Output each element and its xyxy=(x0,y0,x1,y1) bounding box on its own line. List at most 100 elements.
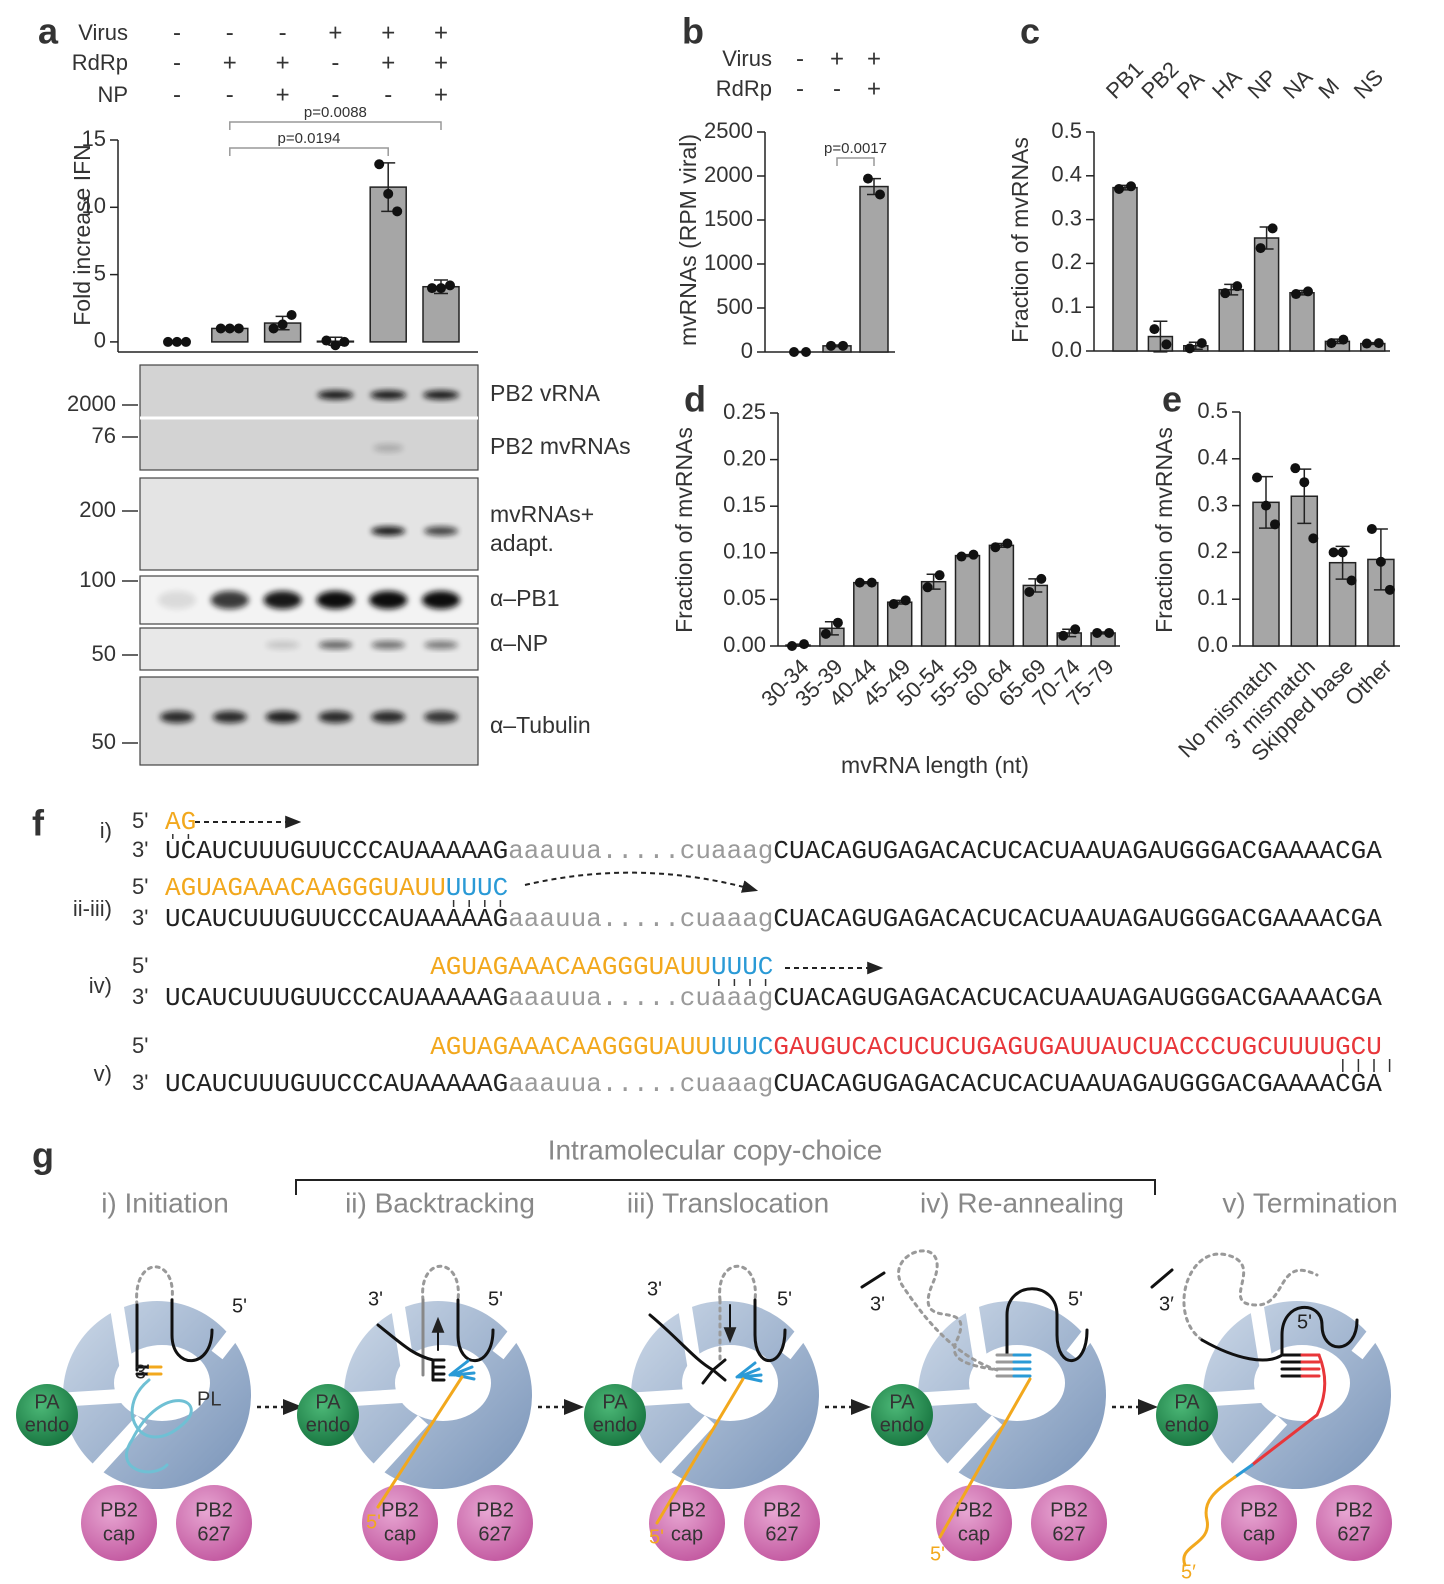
data-point xyxy=(968,549,979,560)
blot-band xyxy=(318,711,353,723)
pa-endo xyxy=(584,1384,646,1446)
blot-band xyxy=(265,641,300,649)
panel-letter: f xyxy=(32,803,45,844)
panel-letter: g xyxy=(32,1135,54,1176)
template-sequence: cuaaag xyxy=(680,904,774,934)
rna-end-label: 5' xyxy=(232,1295,247,1317)
five-prime: 5' xyxy=(132,874,148,899)
product-sequence: GAUGUCACUCUCUGAGUGAUUAUCUACCCUGCUUUUGCU xyxy=(773,1032,1382,1062)
y-tick-label: 0.3 xyxy=(1197,491,1228,516)
blot-band xyxy=(369,591,408,609)
blot-band xyxy=(317,390,354,400)
data-point xyxy=(956,551,967,562)
template-sequence: aaauua xyxy=(508,836,602,866)
data-point xyxy=(321,335,332,346)
extension-arrow xyxy=(524,871,759,893)
bar xyxy=(369,186,407,343)
rna-strand xyxy=(735,1361,763,1383)
blot-band xyxy=(318,641,353,649)
rna-end-label: 3' xyxy=(368,1288,383,1310)
y-tick-label: 10 xyxy=(82,193,106,218)
rna-strand xyxy=(170,1298,214,1363)
row-label: iv) xyxy=(89,973,112,998)
rna-strand xyxy=(1200,1306,1359,1362)
rna-strand xyxy=(718,1264,757,1302)
pb2-domain xyxy=(81,1485,157,1561)
rna-strand xyxy=(753,1298,787,1363)
pb2-label: PB2 xyxy=(1335,1499,1373,1521)
data-point xyxy=(888,599,899,610)
rna-end-label: 3' xyxy=(870,1293,885,1315)
blot-band xyxy=(424,526,458,536)
p-value: p=0.0017 xyxy=(824,140,887,157)
bar xyxy=(886,601,913,647)
data-point xyxy=(1308,533,1319,544)
data-point xyxy=(1036,573,1047,584)
blot-row-label: α–NP xyxy=(490,630,548,656)
rna-strand xyxy=(1182,1475,1237,1567)
condition-sign: - xyxy=(331,81,339,108)
data-point xyxy=(838,340,848,351)
category-label: NP xyxy=(1243,64,1282,103)
data-point xyxy=(1338,334,1349,345)
condition-sign: + xyxy=(276,81,290,108)
product-sequence: UUUC xyxy=(711,952,773,982)
blot-row-label: mvRNAs+ xyxy=(490,501,594,527)
blot-band xyxy=(210,591,249,609)
condition-sign: - xyxy=(384,81,392,108)
condition-sign: - xyxy=(173,81,181,108)
pb2-label: 627 xyxy=(1052,1523,1085,1545)
data-point xyxy=(383,188,394,199)
condition-sign: - xyxy=(173,19,181,46)
data-point xyxy=(1291,289,1301,300)
pb2-label: 627 xyxy=(765,1523,798,1545)
blot-band xyxy=(424,711,458,723)
template-sequence: CUACAGUGAGACACUCACUAAUAGAUGGGACGAAAACGA xyxy=(773,983,1382,1013)
data-point xyxy=(826,340,836,351)
stage-title: ii) Backtracking xyxy=(345,1187,535,1218)
blot-panel xyxy=(139,477,479,571)
rna-strand xyxy=(938,1377,1032,1539)
blot-row-label: PB2 mvRNAs xyxy=(490,433,631,459)
data-point xyxy=(1058,630,1069,641)
five-prime: 5' xyxy=(132,1033,148,1058)
bar xyxy=(859,185,889,353)
size-marker: 2000 xyxy=(67,391,116,416)
size-marker: 50 xyxy=(92,729,116,754)
blot-row-label: α–PB1 xyxy=(490,585,560,611)
data-point xyxy=(172,336,182,347)
condition-sign: - xyxy=(331,49,339,76)
template-sequence: CUACAGUGAGACACUCACUAAUAGAUGGGACGAAAACGA xyxy=(773,1069,1382,1099)
rna-strand xyxy=(448,1359,476,1381)
y-tick-label: 1500 xyxy=(704,206,753,231)
data-point xyxy=(1261,500,1271,511)
size-marker: 100 xyxy=(79,567,116,592)
data-point xyxy=(863,173,873,184)
template-sequence: ..... xyxy=(602,904,680,934)
pb2-label: PB2 xyxy=(195,1499,233,1521)
data-point xyxy=(1337,547,1348,558)
bar xyxy=(1112,186,1138,352)
rna-strand xyxy=(655,1377,745,1525)
bar xyxy=(853,581,879,647)
data-point xyxy=(900,595,911,606)
data-point xyxy=(1104,627,1115,638)
template-sequence: UCAUCUUUGUUCCCAUAAAAAG xyxy=(165,983,508,1013)
blot-band xyxy=(371,526,406,536)
data-point xyxy=(854,577,865,588)
stage-title: i) Initiation xyxy=(101,1187,229,1218)
data-point xyxy=(436,283,446,294)
category-label: NS xyxy=(1349,64,1388,103)
data-point xyxy=(799,639,809,650)
product-sequence: AGUAGAAACAAGGGUAUU xyxy=(430,1032,711,1062)
condition-sign: + xyxy=(381,49,395,76)
y-tick-label: 0.2 xyxy=(1197,538,1228,563)
data-point xyxy=(1114,183,1124,194)
data-point xyxy=(1384,584,1395,595)
panel-letter: d xyxy=(684,379,706,420)
data-point xyxy=(286,309,297,320)
rna-strand xyxy=(376,1375,464,1509)
data-point xyxy=(787,641,797,651)
blot-band xyxy=(422,591,460,609)
